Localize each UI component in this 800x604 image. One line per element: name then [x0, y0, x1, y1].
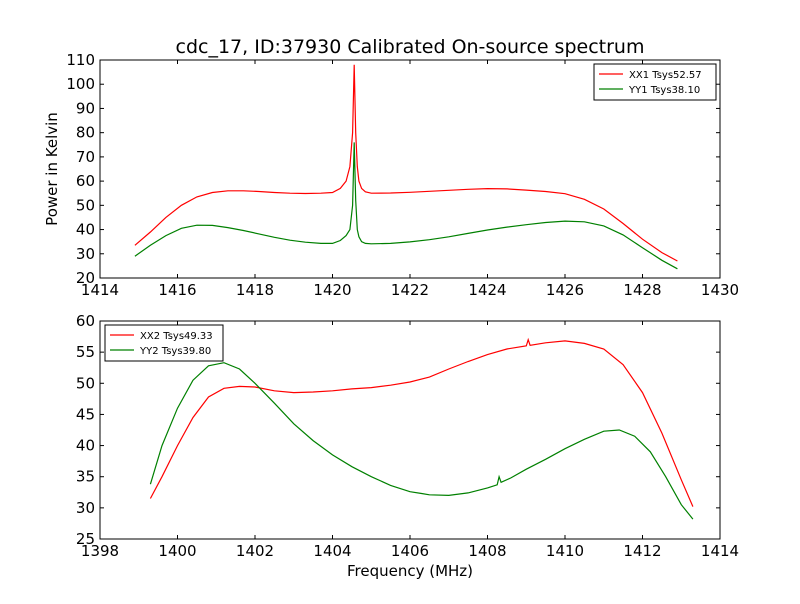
x-tick-label: 1426: [546, 281, 584, 299]
figure-title: cdc_17, ID:37930 Calibrated On-source sp…: [176, 36, 645, 58]
y-tick-label: 40: [76, 437, 95, 455]
x-tick-label: 1428: [623, 281, 661, 299]
legend-label-yy1: YY1 Tsys38.10: [628, 85, 700, 96]
legend-box: [593, 63, 717, 101]
x-tick-label: 1406: [391, 542, 429, 560]
x-tick-label: 1430: [701, 281, 739, 299]
x-tick-label: 1398: [81, 542, 119, 560]
y-tick-label: 80: [76, 124, 95, 142]
x-tick-label: 1404: [313, 542, 351, 560]
y-tick-label: 60: [76, 172, 95, 190]
series-line-xx1: [134, 64, 678, 262]
y-tick-label: 40: [76, 221, 95, 239]
bottom-legend: XX2 Tsys49.33 YY2 Tsys39.80: [104, 324, 224, 362]
y-tick-label: 25: [76, 530, 95, 548]
y-tick-label: 110: [66, 51, 95, 69]
x-tick-label: 1400: [158, 542, 196, 560]
series-line-yy2: [149, 362, 694, 520]
x-tick-label: 1410: [546, 542, 584, 560]
y-tick-label: 100: [66, 75, 95, 93]
top-legend: XX1 Tsys52.57 YY1 Tsys38.10: [593, 63, 717, 101]
y-tick-label: 30: [76, 245, 95, 263]
x-tick-label: 1402: [236, 542, 274, 560]
x-tick-label: 1424: [468, 281, 506, 299]
y-tick-label: 55: [76, 343, 95, 361]
y-tick-label: 45: [76, 405, 95, 423]
legend-box: [104, 324, 224, 362]
y-tick-label: 35: [76, 468, 95, 486]
x-tick-label: 1422: [391, 281, 429, 299]
top-y-axis-label: Power in Kelvin: [43, 112, 61, 226]
x-tick-label: 1416: [158, 281, 196, 299]
y-tick-label: 50: [76, 374, 95, 392]
top-panel: 1414 1416 1418 1420 1422 1424 1426 1428 1430 20 30…: [43, 51, 739, 299]
y-tick-label: 90: [76, 99, 95, 117]
y-tick-label: 70: [76, 148, 95, 166]
series-line-xx2: [149, 337, 694, 507]
x-tick-label: 1418: [236, 281, 274, 299]
bottom-x-axis-label: Frequency (MHz): [347, 562, 473, 580]
legend-label-yy2: YY2 Tsys39.80: [139, 346, 211, 357]
y-tick-label: 50: [76, 196, 95, 214]
x-tick-label: 1414: [701, 542, 739, 560]
legend-label-xx1: XX1 Tsys52.57: [629, 70, 702, 81]
x-tick-label: 1414: [81, 281, 119, 299]
x-tick-label: 1408: [468, 542, 506, 560]
bottom-panel: 1398 1400 1402 1404 1406 1408 1410 1412 1414 25 30…: [76, 312, 739, 580]
x-tick-label: 1420: [313, 281, 351, 299]
series-line-yy1: [134, 142, 678, 270]
y-tick-label: 20: [76, 269, 95, 287]
x-tick-label: 1412: [623, 542, 661, 560]
legend-label-xx2: XX2 Tsys49.33: [140, 331, 213, 342]
y-tick-label: 30: [76, 499, 95, 517]
y-tick-label: 60: [76, 312, 95, 330]
